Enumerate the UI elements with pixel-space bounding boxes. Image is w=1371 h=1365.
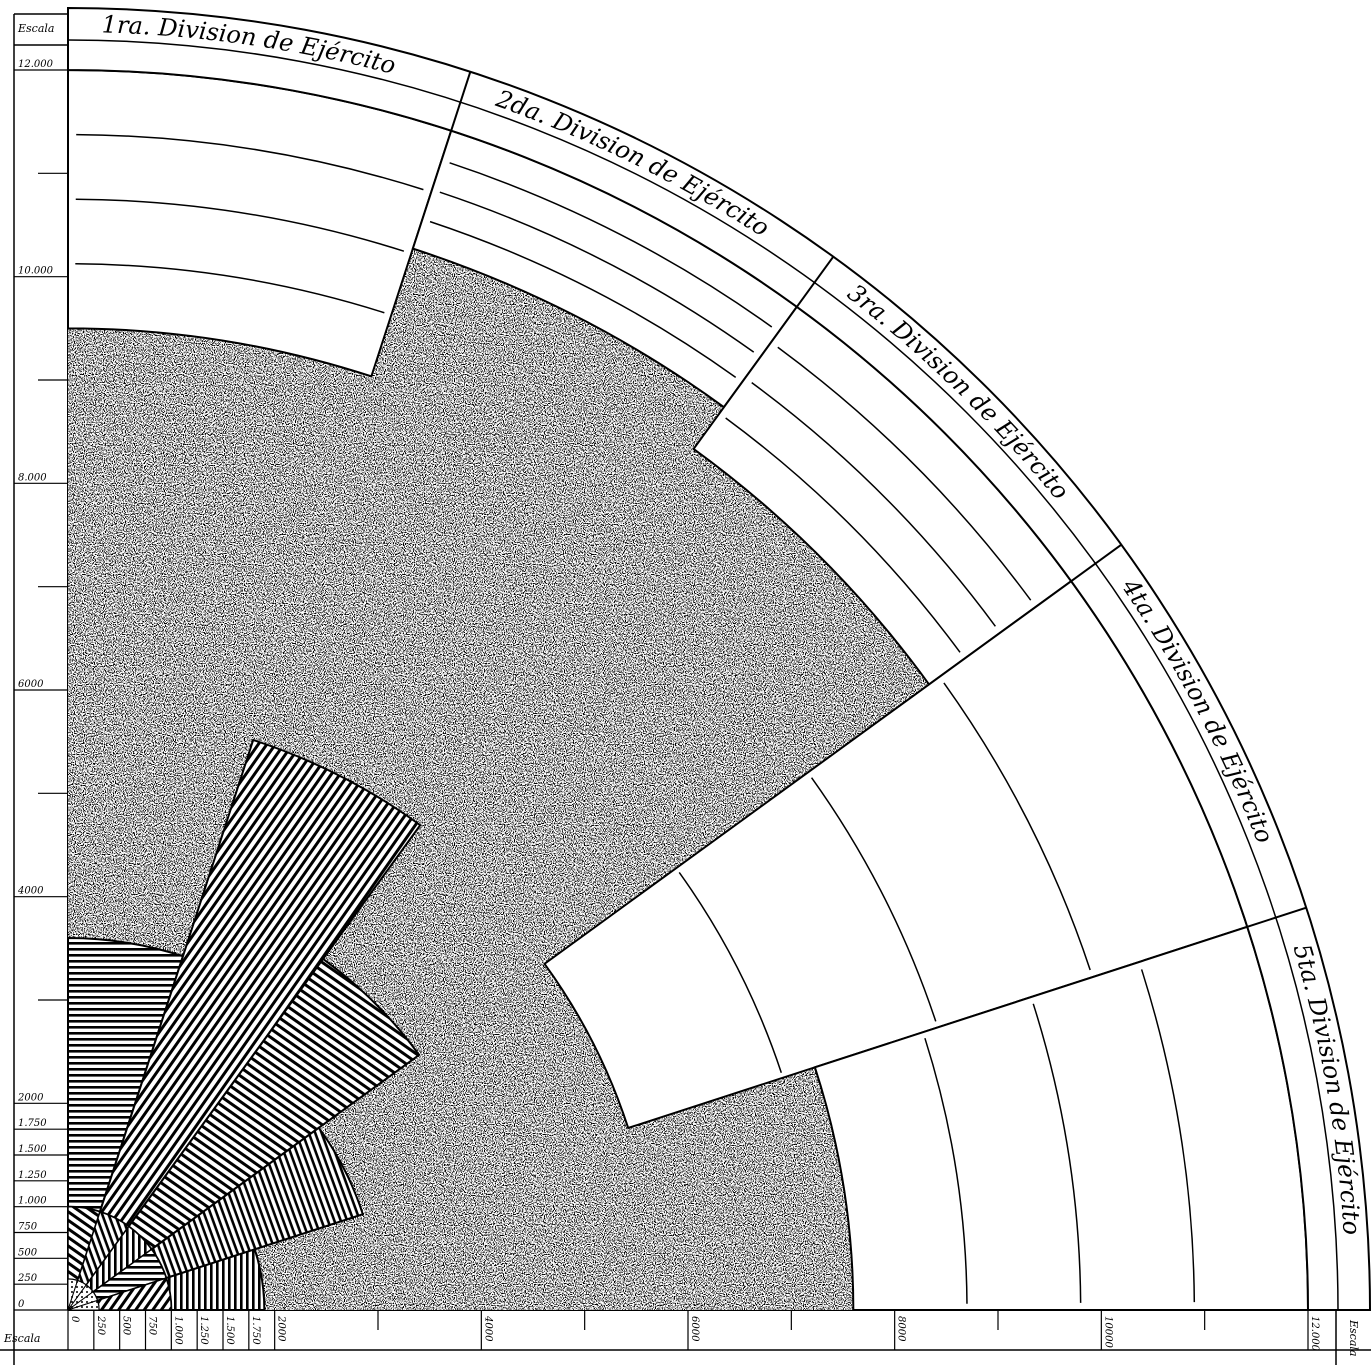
guide-arc [678, 871, 783, 1073]
band-divider [1070, 543, 1122, 582]
left-tick-label: 1.750 [18, 1118, 47, 1129]
guide-arc [76, 133, 424, 191]
bottom-tick-label: 4000 [482, 1315, 493, 1342]
guide-arc [75, 198, 405, 252]
guide-arc [1032, 1003, 1082, 1303]
bottom-tick-label: 0 [69, 1316, 80, 1323]
left-tick-label: 10.000 [18, 266, 54, 277]
bottom-tick-label: 1.500 [224, 1316, 235, 1345]
guide-arc [751, 382, 996, 627]
guide-arc [777, 346, 1032, 601]
band-divider [796, 256, 835, 308]
innermost-sector [67, 1284, 94, 1311]
label-band-inner-rule [67, 39, 1339, 1311]
bottom-tick-label: 500 [121, 1316, 132, 1336]
bottom-tick-label: 1.250 [198, 1316, 209, 1345]
guide-arc [810, 777, 937, 1022]
label-band [67, 6, 1371, 1311]
bottom-tick-label: 2000 [276, 1315, 287, 1342]
guide-arc [429, 220, 737, 378]
guide-arc [75, 263, 385, 314]
bottom-scale: Escala 0 250 500 750 1.000 1.250 1.500 1.750 200… [3, 1310, 1320, 1352]
left-tick-label: 6000 [18, 679, 44, 690]
bottom-tick-label: 12.000 [1309, 1316, 1320, 1352]
guide-arc [943, 682, 1091, 971]
left-tick-label: 1.500 [18, 1144, 47, 1155]
guide-arc [1140, 969, 1196, 1303]
innermost-sector [67, 1299, 100, 1311]
bottom-tick-label: 250 [95, 1315, 106, 1336]
bottom-tick-label: 6000 [689, 1316, 700, 1342]
division-wedges [67, 68, 1310, 1311]
left-scale: Escala 0 250 500 750 1.000 1.250 1.500 1.750 200… [14, 22, 68, 1311]
innermost-sector [67, 1279, 87, 1311]
bottom-tick-label: 1.000 [172, 1316, 183, 1345]
right-scale-title: Escala [1347, 1319, 1360, 1356]
left-tick-label: 0 [18, 1299, 25, 1310]
bottom-scale-title: Escala [3, 1332, 40, 1345]
band-divider [1247, 906, 1307, 928]
left-tick-label: 500 [18, 1247, 38, 1258]
left-tick-label: 12.000 [18, 59, 54, 70]
inner-hatched-sectors [67, 738, 422, 1311]
band-divider [450, 71, 472, 131]
bottom-tick-label: 8000 [896, 1316, 907, 1342]
bottom-tick-label: 1.750 [250, 1316, 261, 1345]
guide-arc [439, 191, 755, 353]
left-tick-label: 2000 [17, 1092, 44, 1103]
left-tick-label: 250 [17, 1273, 38, 1284]
guide-arc [924, 1037, 968, 1304]
innermost-sector [67, 1291, 99, 1311]
bottom-tick-label: 750 [147, 1316, 158, 1336]
left-tick-label: 1.000 [18, 1196, 47, 1207]
left-tick-label: 750 [18, 1222, 38, 1233]
bottom-tick-label: 10000 [1102, 1316, 1113, 1348]
left-scale-title: Escala [17, 22, 54, 35]
guide-arc [449, 162, 773, 328]
guide-arc [725, 417, 961, 653]
left-tick-label: 8.000 [18, 472, 47, 483]
left-tick-label: 4000 [17, 886, 44, 897]
left-tick-label: 1.250 [18, 1170, 47, 1181]
